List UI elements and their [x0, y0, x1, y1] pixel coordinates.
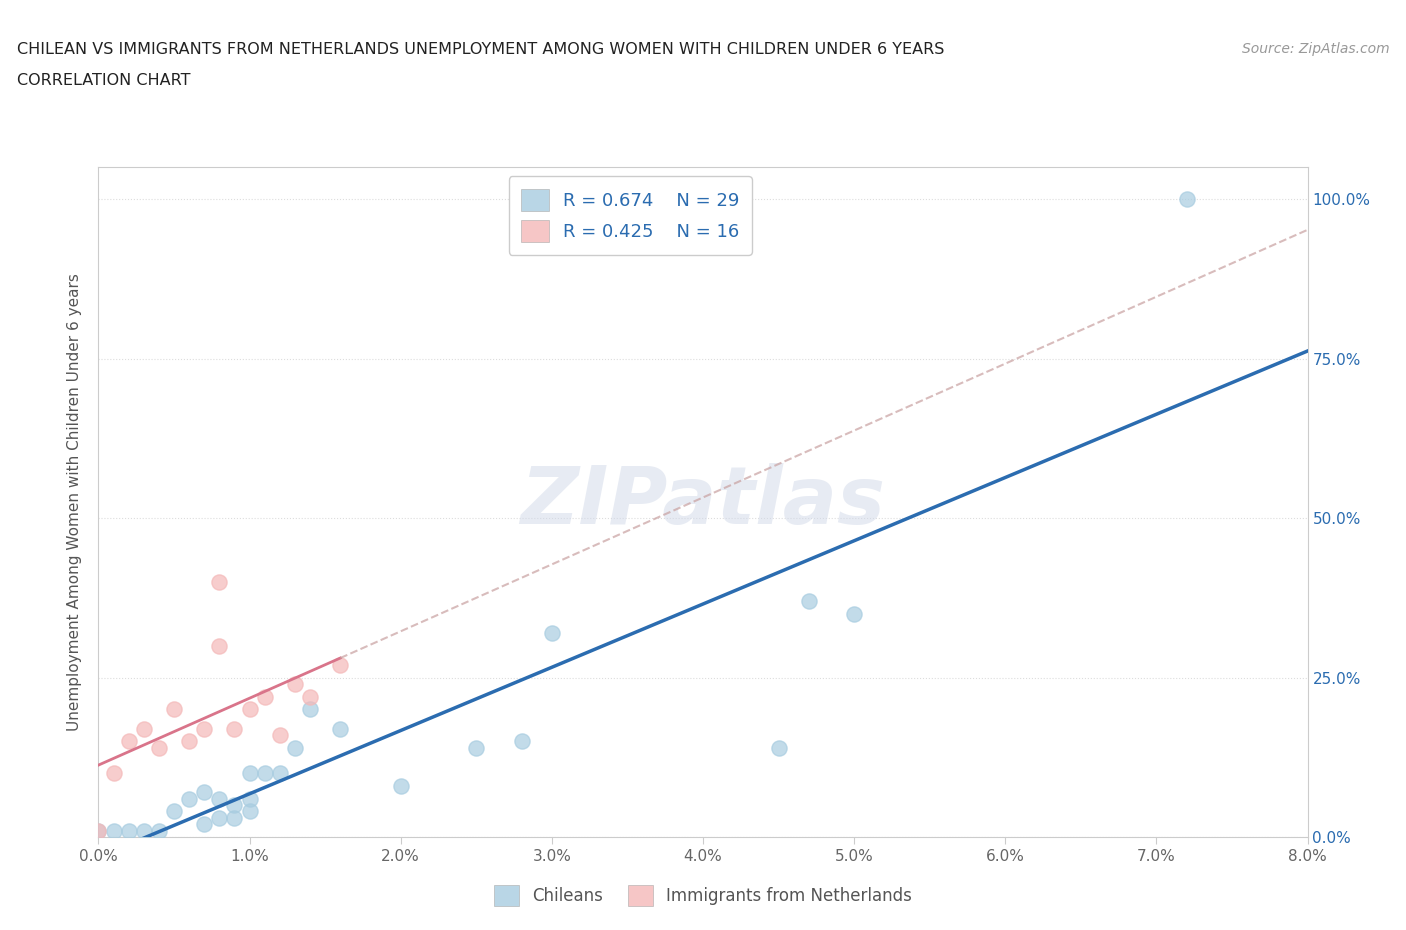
Point — [193, 817, 215, 831]
Point — [299, 689, 322, 704]
Point — [148, 823, 170, 838]
Point — [148, 740, 170, 755]
Point — [239, 765, 262, 780]
Point — [510, 734, 533, 749]
Point — [103, 765, 125, 780]
Point — [132, 823, 155, 838]
Point — [284, 676, 307, 691]
Point — [239, 702, 262, 717]
Point — [224, 721, 246, 736]
Point — [208, 638, 231, 653]
Point — [224, 810, 246, 825]
Point — [208, 810, 231, 825]
Point — [208, 791, 231, 806]
Point — [269, 727, 291, 742]
Point — [253, 689, 276, 704]
Point — [132, 721, 155, 736]
Text: CORRELATION CHART: CORRELATION CHART — [17, 73, 190, 87]
Point — [299, 702, 322, 717]
Point — [118, 734, 141, 749]
Point — [253, 765, 276, 780]
Point — [179, 734, 201, 749]
Point — [239, 791, 262, 806]
Point — [87, 823, 110, 838]
Point — [284, 740, 307, 755]
Point — [269, 765, 291, 780]
Legend: R = 0.674    N = 29, R = 0.425    N = 16: R = 0.674 N = 29, R = 0.425 N = 16 — [509, 177, 752, 255]
Point — [389, 778, 412, 793]
Point — [163, 804, 186, 819]
Point — [844, 606, 866, 621]
Text: Source: ZipAtlas.com: Source: ZipAtlas.com — [1241, 42, 1389, 56]
Point — [541, 626, 564, 641]
Point — [87, 823, 110, 838]
Point — [224, 798, 246, 813]
Point — [329, 721, 352, 736]
Text: ZIPatlas: ZIPatlas — [520, 463, 886, 541]
Point — [329, 658, 352, 672]
Text: CHILEAN VS IMMIGRANTS FROM NETHERLANDS UNEMPLOYMENT AMONG WOMEN WITH CHILDREN UN: CHILEAN VS IMMIGRANTS FROM NETHERLANDS U… — [17, 42, 945, 57]
Point — [768, 740, 790, 755]
Point — [797, 593, 820, 608]
Point — [163, 702, 186, 717]
Point — [193, 785, 215, 800]
Point — [1175, 192, 1198, 206]
Point — [208, 575, 231, 590]
Point — [179, 791, 201, 806]
Point — [239, 804, 262, 819]
Point — [103, 823, 125, 838]
Point — [465, 740, 488, 755]
Legend: Chileans, Immigrants from Netherlands: Chileans, Immigrants from Netherlands — [486, 879, 920, 912]
Point — [193, 721, 215, 736]
Y-axis label: Unemployment Among Women with Children Under 6 years: Unemployment Among Women with Children U… — [67, 273, 83, 731]
Point — [118, 823, 141, 838]
